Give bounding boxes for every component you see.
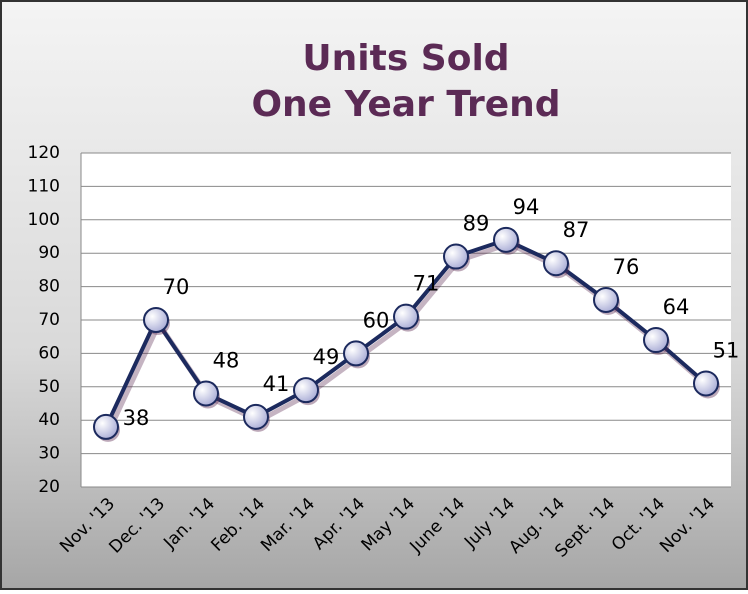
y-tick-label: 80 bbox=[38, 277, 60, 297]
data-label: 87 bbox=[563, 218, 590, 242]
marker bbox=[543, 250, 569, 277]
y-tick-label: 100 bbox=[28, 210, 60, 230]
y-tick-label: 20 bbox=[38, 477, 60, 497]
y-tick-label: 70 bbox=[38, 310, 60, 330]
data-label: 70 bbox=[163, 275, 190, 299]
data-label: 64 bbox=[663, 295, 690, 319]
marker bbox=[593, 286, 619, 313]
marker bbox=[193, 380, 219, 407]
data-label: 51 bbox=[713, 338, 740, 362]
y-tick-label: 90 bbox=[38, 243, 60, 263]
y-tick-label: 40 bbox=[38, 410, 60, 430]
data-label: 49 bbox=[313, 345, 340, 369]
marker bbox=[393, 303, 419, 330]
chart-title: One Year Trend bbox=[251, 84, 560, 125]
marker bbox=[693, 370, 719, 397]
marker bbox=[343, 340, 369, 367]
marker bbox=[293, 377, 319, 404]
marker bbox=[143, 307, 169, 333]
marker bbox=[443, 243, 469, 270]
data-label: 71 bbox=[413, 272, 440, 296]
marker bbox=[643, 327, 669, 354]
data-label: 89 bbox=[463, 212, 490, 236]
marker bbox=[493, 226, 519, 253]
marker bbox=[93, 413, 119, 440]
y-tick-label: 30 bbox=[38, 444, 60, 464]
chart-title: Units Sold bbox=[302, 38, 509, 79]
y-tick-label: 120 bbox=[28, 143, 60, 163]
data-label: 94 bbox=[513, 195, 540, 219]
y-tick-label: 110 bbox=[28, 176, 60, 196]
data-label: 38 bbox=[123, 406, 150, 430]
data-label: 41 bbox=[263, 372, 290, 396]
data-label: 76 bbox=[613, 255, 640, 279]
y-tick-label: 60 bbox=[38, 343, 60, 363]
y-tick-label: 50 bbox=[38, 377, 60, 397]
data-label: 60 bbox=[363, 308, 390, 332]
marker bbox=[243, 403, 269, 430]
data-label: 48 bbox=[213, 348, 240, 372]
